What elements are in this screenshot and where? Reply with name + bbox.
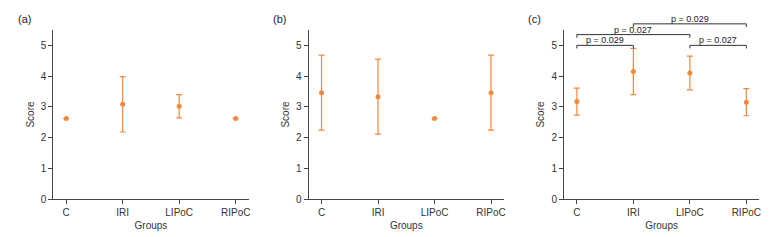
svg-text:0: 0 xyxy=(551,194,557,205)
svg-text:4: 4 xyxy=(41,71,47,82)
svg-text:4: 4 xyxy=(551,71,557,82)
svg-text:1: 1 xyxy=(296,163,302,174)
svg-text:Groups: Groups xyxy=(645,220,678,231)
svg-text:5: 5 xyxy=(296,40,302,51)
svg-text:2: 2 xyxy=(296,132,302,143)
svg-text:1: 1 xyxy=(551,163,557,174)
svg-text:1: 1 xyxy=(41,163,47,174)
svg-text:IRI: IRI xyxy=(116,207,129,218)
svg-text:Score: Score xyxy=(535,101,546,128)
svg-text:p = 0.029: p = 0.029 xyxy=(671,14,709,24)
svg-text:p = 0.029: p = 0.029 xyxy=(586,35,624,45)
svg-text:Score: Score xyxy=(25,101,36,128)
svg-text:LIPoC: LIPoC xyxy=(421,207,449,218)
svg-text:RIPoC: RIPoC xyxy=(732,207,761,218)
svg-text:Groups: Groups xyxy=(135,220,168,231)
svg-text:RIPoC: RIPoC xyxy=(221,207,250,218)
svg-text:p = 0.027: p = 0.027 xyxy=(614,25,652,35)
svg-text:5: 5 xyxy=(41,40,47,51)
svg-text:0: 0 xyxy=(41,194,47,205)
svg-text:C: C xyxy=(573,207,580,218)
svg-text:RIPoC: RIPoC xyxy=(476,207,505,218)
svg-text:5: 5 xyxy=(551,40,557,51)
svg-text:LIPoC: LIPoC xyxy=(165,207,193,218)
svg-text:(a): (a) xyxy=(18,13,31,25)
svg-text:3: 3 xyxy=(551,101,557,112)
svg-text:Groups: Groups xyxy=(390,220,423,231)
svg-text:C: C xyxy=(63,207,70,218)
svg-text:4: 4 xyxy=(296,71,302,82)
svg-text:IRI: IRI xyxy=(372,207,385,218)
svg-text:2: 2 xyxy=(41,132,47,143)
svg-text:Score: Score xyxy=(280,101,291,128)
svg-text:IRI: IRI xyxy=(627,207,640,218)
svg-text:C: C xyxy=(318,207,325,218)
svg-text:3: 3 xyxy=(41,101,47,112)
svg-text:0: 0 xyxy=(296,194,302,205)
svg-text:LIPoC: LIPoC xyxy=(676,207,704,218)
svg-text:(c): (c) xyxy=(528,13,541,25)
svg-text:2: 2 xyxy=(551,132,557,143)
svg-text:3: 3 xyxy=(296,101,302,112)
svg-text:(b): (b) xyxy=(273,13,286,25)
svg-text:p = 0.027: p = 0.027 xyxy=(699,35,737,45)
